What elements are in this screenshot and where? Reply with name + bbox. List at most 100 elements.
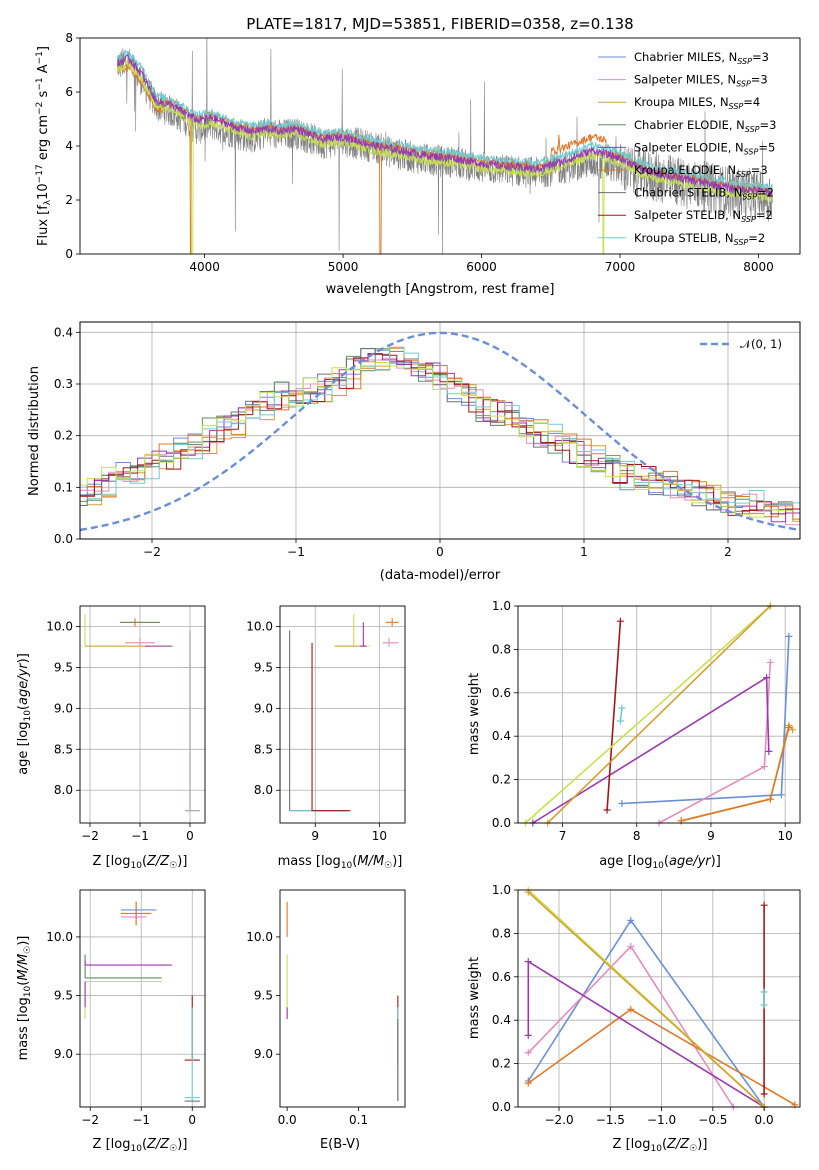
mass-vs-EBV-xtick-label: 0.0 (278, 1113, 297, 1127)
mass-vs-EBV-ytick-label: 9.0 (254, 1047, 273, 1061)
weight-vs-age-xtick-label: 7 (559, 829, 567, 843)
weight-vs-Z-ytick-label: 0.2 (492, 1057, 511, 1071)
spectrum-xtick-label: 5000 (328, 260, 359, 274)
figure-title: PLATE=1817, MJD=53851, FIBERID=0358, z=0… (246, 15, 633, 33)
legend-label: Chabrier STELIB, NSSP=2 (634, 186, 774, 202)
weight-vs-Z-ytick-label: 0.0 (492, 1100, 511, 1114)
weight-vs-Z-point-marker (524, 1031, 532, 1039)
weight-vs-age-xtick-label: 8 (633, 829, 641, 843)
legend-label: Salpeter ELODIE, NSSP=5 (634, 140, 775, 156)
mass-vs-EBV-ytick-label: 10.0 (246, 930, 273, 944)
normal-curve (80, 331, 800, 532)
spectrum-curves (116, 38, 773, 254)
residual-xlabel: (data-model)/error (380, 568, 501, 583)
mass-vs-EBV-xtick-label: 0.1 (349, 1113, 368, 1127)
weight-vs-age-point-marker (618, 704, 626, 712)
spectrum-ylabel: Flux [fλ10−17 erg cm−2 s−1 A−1] (35, 46, 53, 246)
weight-vs-age-series-line (621, 636, 790, 805)
weight-vs-age-point-marker (789, 726, 797, 734)
weight-vs-Z-point-marker (524, 1079, 532, 1087)
spectrum-legend: Chabrier MILES, NSSP=3 Salpeter MILES, NS… (598, 50, 776, 247)
mass-vs-Z-ytick-label: 10.0 (46, 930, 73, 944)
spectrum-axes: 4000 5000 6000 7000 8000 0 2 4 6 8 (65, 31, 773, 274)
weight-vs-Z-point-marker (760, 901, 768, 909)
residual-plot-area: −2 −1 0 1 2 0.0 0.1 0.2 0.3 0.4 (54, 321, 801, 559)
weight-vs-Z-ytick-label: 0.6 (492, 970, 511, 984)
legend-label: Salpeter STELIB, NSSP=2 (634, 208, 773, 224)
normal-legend-label: 𝒩(0, 1) (740, 337, 782, 351)
weight-vs-Z-xtick-label: −1.5 (596, 1113, 625, 1127)
age-vs-Z-ylabel: age [log10(age/yr)] (16, 653, 33, 775)
age-vs-Z-ytick-label: 9.5 (54, 660, 73, 674)
mass-vs-Z-frame (79, 889, 206, 1108)
age-vs-mass-xlabel: mass [log10(M/M☉)] (278, 854, 403, 871)
spectrum-ytick-label: 6 (65, 85, 73, 99)
age-vs-Z-ytick-label: 10.0 (46, 619, 73, 633)
weight-vs-Z-frame (517, 889, 801, 1108)
age-vs-Z-xtick-label: −2 (81, 829, 99, 843)
weight-vs-Z-xtick-label: −2.0 (544, 1113, 573, 1127)
weight-vs-age-ylabel: mass weight (467, 673, 482, 755)
residual-panel: −2 −1 0 1 2 0.0 0.1 0.2 0.3 0.4 (data-model)/erro… (27, 321, 801, 583)
weight-vs-Z-ytick-label: 1.0 (492, 883, 511, 897)
weight-vs-age-point-marker (763, 674, 771, 682)
spectrum-xtick-label: 6000 (466, 260, 497, 274)
weight-vs-age-point-marker (618, 799, 626, 807)
weight-vs-age-point-marker (777, 791, 785, 799)
weight-vs-age-panel: 7 8 9 10 0.0 0.2 0.4 0.6 0.8 1.0 (492, 599, 801, 843)
mass-vs-EBV-ytick-label: 9.5 (254, 989, 273, 1003)
spectrum-ytick-label: 4 (65, 139, 73, 153)
weight-vs-Z-series-line (527, 891, 765, 1108)
weight-vs-age-point-marker (785, 724, 793, 732)
spectrum-plot-area (116, 38, 773, 254)
residual-ytick-label: 0.3 (54, 377, 73, 391)
weight-vs-age-point-marker (765, 747, 773, 755)
mass-vs-Z-ytick-label: 9.5 (54, 989, 73, 1003)
residual-histogram-line (80, 362, 793, 518)
residual-curves (80, 331, 800, 532)
weight-vs-age-ytick-label: 0.6 (492, 686, 511, 700)
spectrum-ytick-label: 2 (65, 193, 73, 207)
residual-histogram-line (87, 346, 800, 520)
weight-vs-Z-xtick-label: 0.0 (755, 1113, 774, 1127)
weight-vs-age-point-marker (616, 717, 624, 725)
legend-label: Salpeter MILES, NSSP=3 (634, 73, 768, 89)
spectrum-xlabel: wavelength [Angstrom, rest frame] (326, 282, 555, 297)
weight-vs-Z-point-marker (760, 988, 768, 996)
weight-vs-age-xlabel: age [log10(age/yr)] (599, 854, 721, 871)
weight-vs-age-series-line (681, 727, 790, 822)
spectrum-ytick-label: 0 (65, 247, 73, 261)
age-vs-Z-ytick-label: 8.5 (54, 742, 73, 756)
weight-vs-age-xtick-label: 10 (778, 829, 793, 843)
legend-label: Chabrier MILES, NSSP=3 (634, 50, 769, 66)
age-vs-Z-xtick-label: 0 (186, 829, 194, 843)
mass-vs-Z-ytick-label: 9.0 (54, 1047, 73, 1061)
residual-xtick-label: 0 (436, 545, 444, 559)
weight-vs-Z-xtick-label: −0.5 (698, 1113, 727, 1127)
residual-ytick-label: 0.1 (54, 480, 73, 494)
weight-vs-Z-point-marker (524, 1049, 532, 1057)
mass-vs-EBV-xlabel: E(B-V) (320, 1137, 360, 1152)
weight-vs-age-ytick-label: 1.0 (492, 599, 511, 613)
weight-vs-age-ytick-label: 0.8 (492, 642, 511, 656)
weight-vs-age-ytick-label: 0.2 (492, 773, 511, 787)
spectrum-xtick-label: 7000 (605, 260, 636, 274)
age-vs-mass-frame (279, 605, 406, 824)
mass-vs-Z-xtick-label: −2 (81, 1113, 99, 1127)
weight-vs-Z-ytick-label: 0.4 (492, 1013, 511, 1027)
weight-vs-age-frame (517, 605, 801, 824)
age-vs-Z-frame (79, 605, 206, 824)
mass-vs-Z-xlabel: Z [log10(Z/Z☉)] (93, 1137, 188, 1154)
age-vs-Z-xlabel: Z [log10(Z/Z☉)] (93, 854, 188, 871)
age-vs-mass-ytick-label: 9.0 (254, 701, 273, 715)
weight-vs-age-ytick-label: 0.0 (492, 816, 511, 830)
age-vs-mass-ytick-label: 8.0 (254, 783, 273, 797)
weight-vs-age-point-marker (766, 795, 774, 803)
weight-vs-age-series-line (606, 621, 622, 811)
weight-vs-Z-point-marker (627, 916, 635, 924)
mass-vs-Z-ylabel: mass [log10(M/M☉)] (16, 936, 33, 1061)
weight-vs-age-point-marker (603, 806, 611, 814)
age-vs-Z-ytick-label: 8.0 (54, 783, 73, 797)
spectrum-data-line (117, 38, 773, 254)
